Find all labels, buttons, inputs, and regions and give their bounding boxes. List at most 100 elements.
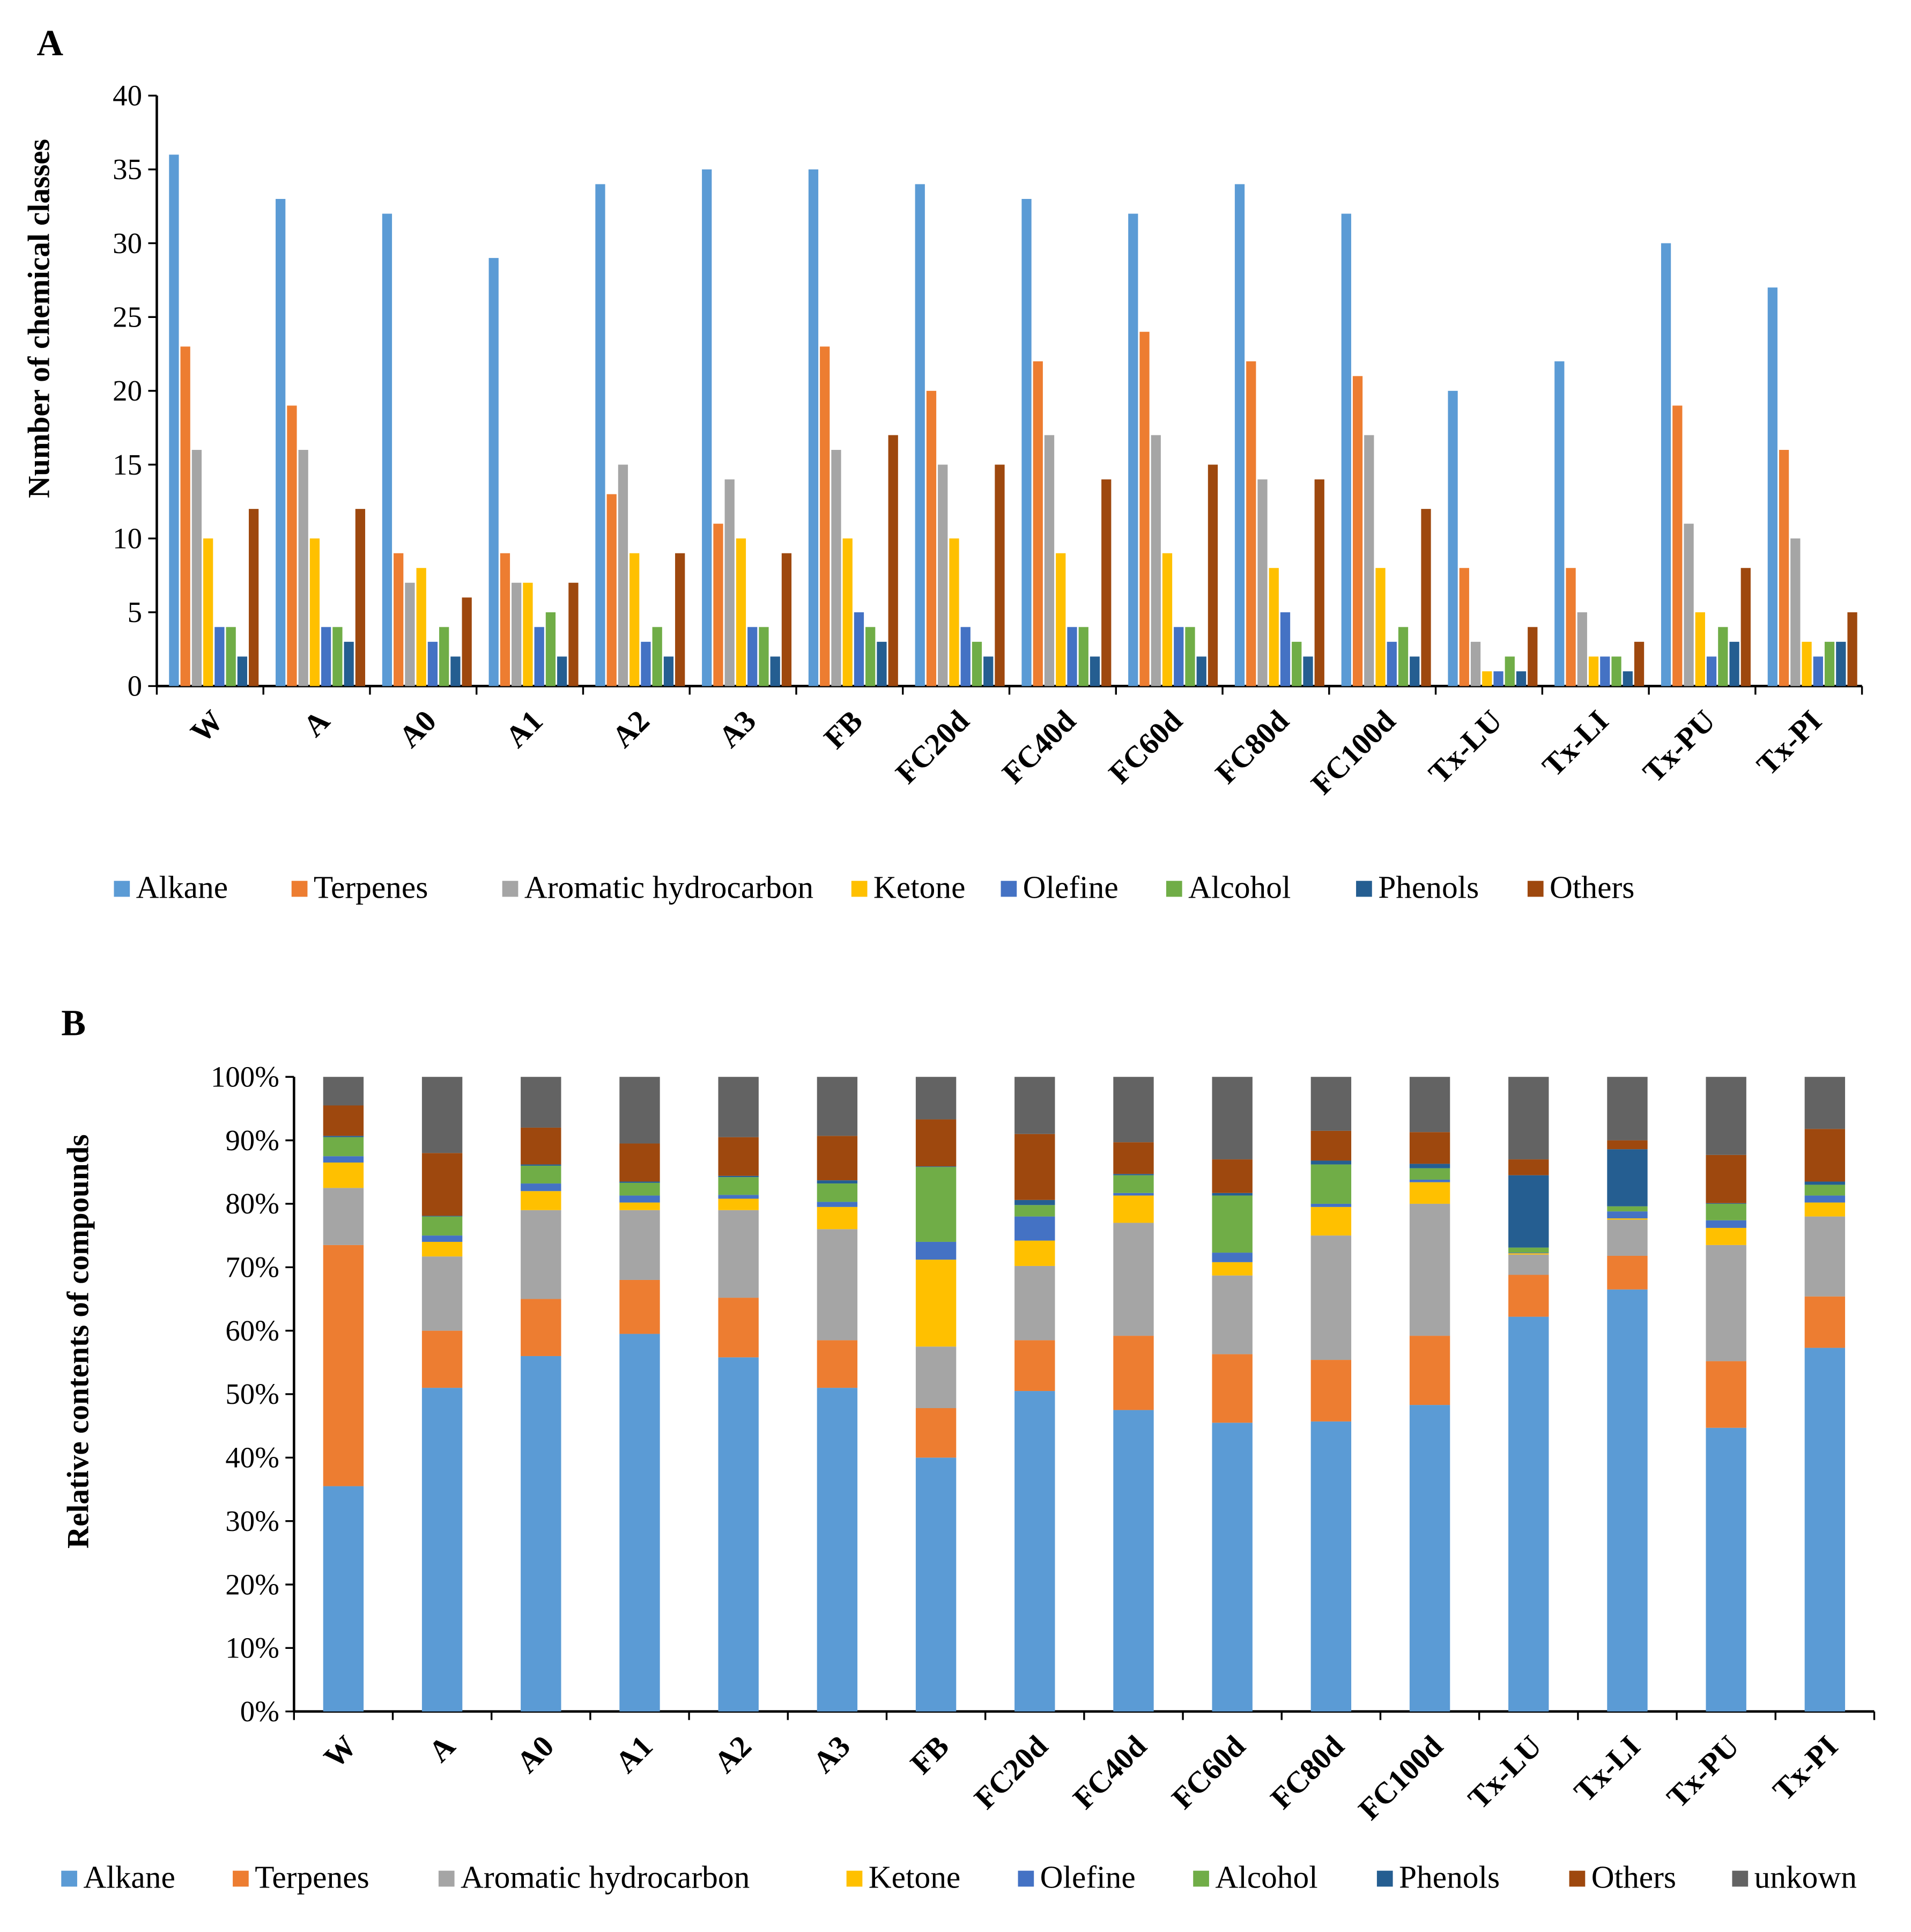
bar-segment-phenols: [619, 1181, 660, 1183]
bar-olefine: [747, 627, 758, 686]
y-tick-label: 0: [128, 670, 142, 702]
bar-segment-unkown: [817, 1077, 858, 1136]
bar-segment-terpenes: [1706, 1361, 1746, 1428]
x-tick-label: A2: [606, 704, 656, 754]
bar-segment-others: [1310, 1130, 1352, 1161]
bar-phenols: [1623, 671, 1633, 686]
bar-segment-aromatic-hydrocarbon: [1409, 1203, 1450, 1336]
legend-swatch: [1356, 880, 1372, 897]
bar-alcohol: [439, 627, 449, 686]
bar-aromatic-hydrocarbon: [1577, 612, 1587, 686]
panel-label-a: A: [37, 23, 63, 63]
bar-segment-others: [718, 1137, 759, 1176]
bar-segment-ketone: [1212, 1262, 1253, 1276]
y-tick-label: 50%: [225, 1378, 279, 1410]
bar-segment-alcohol: [915, 1167, 957, 1242]
bar-phenols: [1090, 656, 1100, 686]
bar-phenols: [1303, 656, 1313, 686]
bar-segment-ketone: [1113, 1195, 1154, 1223]
bar-aromatic-hydrocarbon: [1257, 479, 1268, 686]
bar-alkane: [595, 184, 605, 686]
bar-segment-olefine: [718, 1195, 759, 1199]
legend-label: Phenols: [1378, 870, 1479, 905]
bar-segment-phenols: [1014, 1200, 1055, 1205]
bar-segment-aromatic-hydrocarbon: [1706, 1245, 1746, 1361]
bar-segment-ketone: [718, 1198, 759, 1210]
legend-swatch: [438, 1870, 455, 1887]
bar-aromatic-hydrocarbon: [405, 582, 415, 686]
bar-segment-phenols: [1508, 1175, 1549, 1248]
bar-phenols: [983, 656, 994, 686]
legend-swatch: [1569, 1870, 1586, 1887]
bar-segment-others: [1409, 1132, 1450, 1164]
bar-alkane: [1767, 287, 1777, 686]
bar-segment-terpenes: [1212, 1354, 1253, 1423]
bar-segment-aromatic-hydrocarbon: [1113, 1223, 1154, 1336]
bar-olefine: [641, 641, 651, 686]
bar-segment-unkown: [1212, 1077, 1253, 1160]
bar-ketone: [309, 538, 320, 686]
bar-ketone: [203, 538, 213, 686]
y-tick-label: 20%: [225, 1568, 279, 1601]
bar-alcohol: [1611, 656, 1621, 686]
y-tick-label: 90%: [225, 1124, 279, 1157]
bar-segment-aromatic-hydrocarbon: [521, 1210, 561, 1299]
bar-segment-aromatic-hydrocarbon: [619, 1210, 660, 1280]
bar-segment-aromatic-hydrocarbon: [1212, 1275, 1253, 1354]
y-tick-label: 0%: [240, 1695, 279, 1728]
bar-segment-alkane: [421, 1388, 463, 1712]
x-tick-label: W: [184, 704, 229, 750]
x-tick-label: A0: [392, 704, 443, 754]
bar-segment-olefine: [421, 1235, 463, 1242]
y-tick-label: 40: [113, 79, 142, 112]
bar-segment-terpenes: [1014, 1340, 1055, 1391]
bar-alkane: [1021, 198, 1032, 686]
bar-segment-alcohol: [1212, 1195, 1253, 1253]
bar-segment-others: [1508, 1159, 1549, 1175]
y-tick-label: 15: [113, 448, 142, 481]
bar-segment-unkown: [1804, 1077, 1846, 1129]
bar-aromatic-hydrocarbon: [191, 449, 202, 686]
bar-phenols: [237, 656, 248, 686]
bar-aromatic-hydrocarbon: [1470, 641, 1481, 686]
bar-olefine: [321, 627, 331, 686]
bar-segment-olefine: [1607, 1211, 1648, 1219]
bar-terpenes: [1139, 331, 1150, 686]
bar-segment-alkane: [1607, 1289, 1648, 1712]
bar-ketone: [523, 582, 533, 686]
y-tick-label: 60%: [225, 1314, 279, 1347]
x-tick-label: FB: [904, 1729, 956, 1781]
bar-segment-unkown: [1113, 1077, 1154, 1143]
bar-segment-alkane: [323, 1486, 364, 1712]
x-tick-label: A2: [708, 1729, 758, 1780]
legend-swatch: [291, 880, 308, 897]
bar-terpenes: [1352, 376, 1363, 686]
bar-segment-others: [817, 1136, 858, 1181]
y-tick-label: 30%: [225, 1505, 279, 1537]
bar-segment-others: [1014, 1134, 1055, 1200]
bar-segment-alcohol: [1113, 1175, 1154, 1193]
x-tick-label: Tx-PI: [1750, 704, 1828, 782]
bar-terpenes: [500, 553, 510, 686]
bar-segment-alcohol: [718, 1177, 759, 1195]
bar-segment-phenols: [323, 1136, 364, 1137]
x-tick-label: FC20d: [968, 1729, 1054, 1816]
legend-swatch: [502, 880, 519, 897]
bar-phenols: [557, 656, 567, 686]
x-tick-label: FC100d: [1305, 704, 1402, 801]
bar-alcohol: [1824, 641, 1835, 686]
bar-terpenes: [1246, 361, 1256, 686]
bar-phenols: [344, 641, 354, 686]
bar-others: [568, 582, 579, 686]
bar-segment-unkown: [521, 1077, 561, 1128]
bar-alcohol: [972, 641, 982, 686]
legend-label: Olefine: [1023, 870, 1119, 905]
bar-ketone: [1588, 656, 1599, 686]
bar-segment-alcohol: [1409, 1168, 1450, 1180]
x-tick-label: Tx-LU: [1462, 1729, 1548, 1816]
bar-alcohol: [1505, 656, 1515, 686]
bar-segment-phenols: [521, 1164, 561, 1166]
bar-segment-ketone: [1508, 1253, 1549, 1255]
bar-alcohol: [865, 627, 876, 686]
x-tick-label: Tx-PU: [1636, 704, 1722, 789]
